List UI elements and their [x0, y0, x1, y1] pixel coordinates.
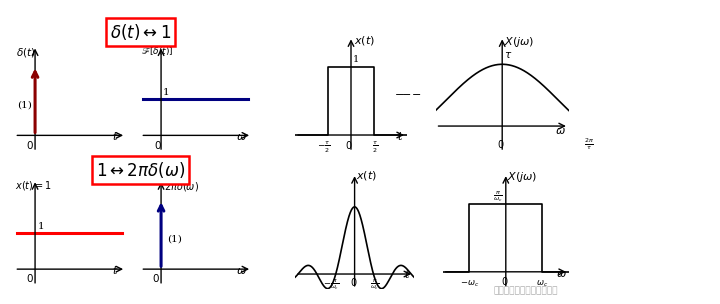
Text: t: t [113, 266, 117, 276]
Text: 0: 0 [498, 140, 503, 150]
Text: 0: 0 [152, 275, 158, 285]
Text: t: t [405, 271, 409, 281]
Text: $x(t){=}1$: $x(t){=}1$ [15, 178, 52, 192]
Text: $\mathscr{F}[\delta(t)]$: $\mathscr{F}[\delta(t)]$ [141, 45, 174, 57]
Text: 0: 0 [155, 141, 161, 151]
Text: $\omega$: $\omega$ [556, 269, 567, 279]
Text: $\frac{2\pi}{\tau}$: $\frac{2\pi}{\tau}$ [584, 137, 593, 152]
Text: $\frac{\tau}{2}$: $\frac{\tau}{2}$ [372, 140, 378, 155]
Text: (1): (1) [167, 234, 181, 243]
Text: 1: 1 [163, 88, 169, 98]
Text: 0: 0 [26, 275, 32, 285]
Text: 0: 0 [26, 141, 32, 151]
Text: $\omega$: $\omega$ [235, 132, 246, 142]
Text: $-\!\!-\!\!-$: $-\!\!-\!\!-$ [395, 88, 422, 98]
Text: 信号与系统和数字信号处理: 信号与系统和数字信号处理 [493, 286, 558, 295]
Text: $-\frac{\tau}{2}$: $-\frac{\tau}{2}$ [317, 140, 330, 155]
Text: (1): (1) [17, 100, 32, 109]
Text: 0: 0 [346, 141, 351, 150]
Text: $\omega_c$: $\omega_c$ [536, 278, 549, 289]
Text: $\omega$: $\omega$ [235, 266, 246, 276]
Text: t: t [113, 132, 117, 142]
Text: $\omega$: $\omega$ [555, 126, 566, 136]
Text: $X(j\omega)$: $X(j\omega)$ [504, 35, 534, 49]
Text: 1: 1 [353, 55, 359, 64]
Text: $x(t)$: $x(t)$ [354, 34, 376, 47]
Text: 1: 1 [37, 222, 44, 231]
Text: $x(t)$: $x(t)$ [356, 169, 377, 182]
Text: $\delta(t) \leftrightarrow 1$: $\delta(t) \leftrightarrow 1$ [110, 22, 171, 42]
Text: 0: 0 [501, 278, 507, 287]
Text: $-\omega_c$: $-\omega_c$ [460, 278, 479, 289]
Text: $X(j\omega)$: $X(j\omega)$ [508, 170, 538, 184]
Text: $\delta(t)$: $\delta(t)$ [16, 46, 35, 59]
Text: $\frac{\pi}{\omega_c}$: $\frac{\pi}{\omega_c}$ [492, 189, 503, 204]
Text: $-\frac{\pi}{\omega_c}$: $-\frac{\pi}{\omega_c}$ [323, 277, 339, 292]
Text: $\frac{\pi}{\omega_c}$: $\frac{\pi}{\omega_c}$ [370, 277, 379, 292]
Text: $2\pi\delta(\omega)$: $2\pi\delta(\omega)$ [164, 180, 199, 193]
Text: $1 \leftrightarrow 2\pi\delta(\omega)$: $1 \leftrightarrow 2\pi\delta(\omega)$ [96, 160, 185, 180]
Text: 0: 0 [350, 278, 356, 288]
Text: $\tau$: $\tau$ [503, 50, 512, 60]
Text: t: t [398, 132, 402, 142]
